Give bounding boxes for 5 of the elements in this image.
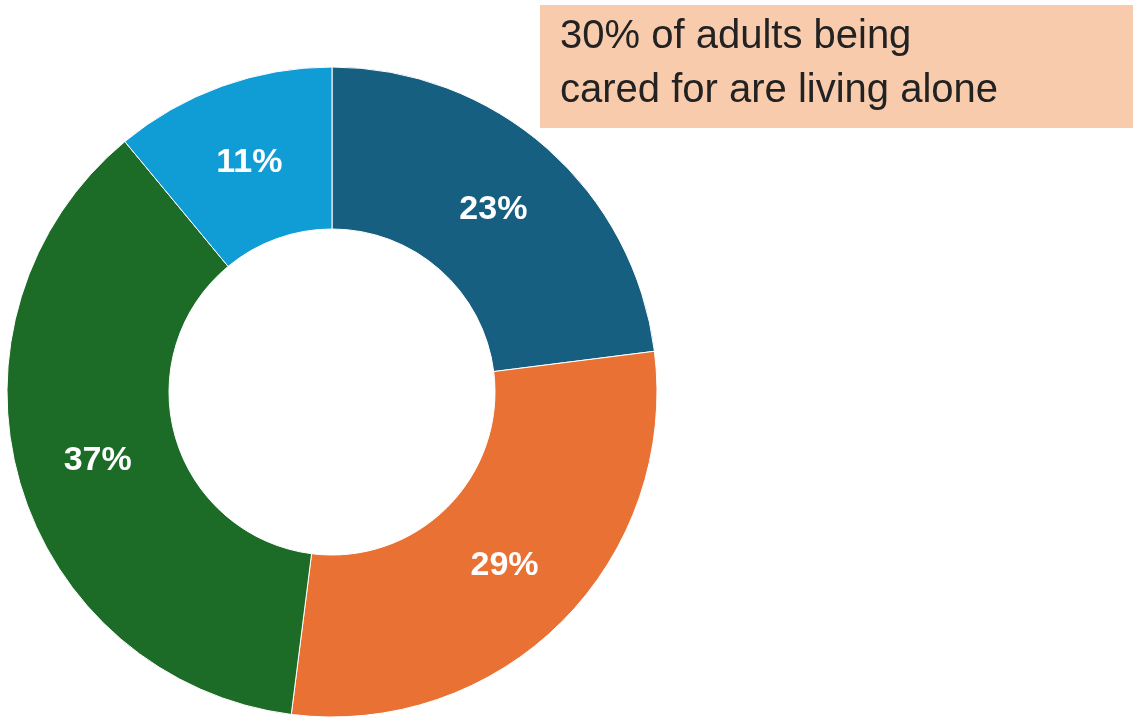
text: 30% of adults being cared for are living alone bbox=[560, 12, 999, 110]
data-label: 11% bbox=[216, 141, 283, 180]
data-label: 37% bbox=[63, 439, 132, 478]
data-label: 23% bbox=[459, 187, 528, 226]
data-label: 29% bbox=[470, 543, 539, 582]
